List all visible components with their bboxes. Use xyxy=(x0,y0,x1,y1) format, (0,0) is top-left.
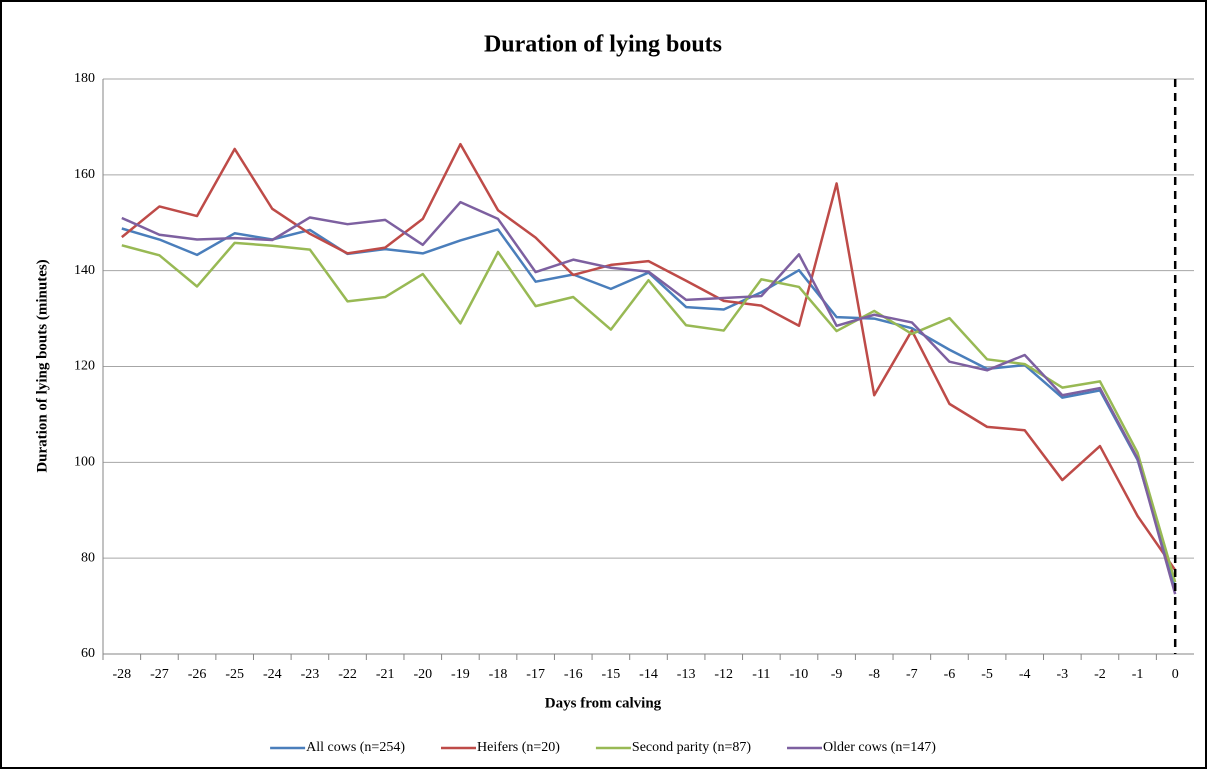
x-tick-label: -13 xyxy=(677,667,696,682)
x-tick-label: -18 xyxy=(489,667,508,682)
y-tick-label: 140 xyxy=(74,263,95,278)
x-tick-label: -4 xyxy=(1019,667,1031,682)
y-tick-label: 160 xyxy=(74,167,95,182)
x-tick-label: -25 xyxy=(225,667,244,682)
x-tick-label: -27 xyxy=(150,667,169,682)
x-tick-label: -23 xyxy=(301,667,320,682)
x-tick-label: -1 xyxy=(1132,667,1144,682)
x-tick-label: -17 xyxy=(526,667,545,682)
x-tick-label: 0 xyxy=(1172,667,1179,682)
x-tick-label: -6 xyxy=(944,667,956,682)
x-tick-label: -16 xyxy=(564,667,583,682)
y-tick-label: 120 xyxy=(74,359,95,374)
legend-label: Older cows (n=147) xyxy=(823,740,936,755)
x-tick-label: -19 xyxy=(451,667,470,682)
x-tick-label: -10 xyxy=(790,667,809,682)
y-tick-label: 100 xyxy=(74,455,95,470)
legend-label: All cows (n=254) xyxy=(306,740,405,755)
chart-title: Duration of lying bouts xyxy=(484,32,722,58)
x-tick-label: -14 xyxy=(639,667,658,682)
y-axis-title: Duration of lying bouts (minutes) xyxy=(34,259,50,472)
x-tick-label: -11 xyxy=(752,667,770,682)
x-tick-label: -5 xyxy=(981,667,993,682)
y-tick-label: 180 xyxy=(74,71,95,86)
x-tick-label: -7 xyxy=(906,667,918,682)
x-tick-label: -12 xyxy=(714,667,733,682)
x-tick-label: -26 xyxy=(188,667,207,682)
series-line xyxy=(121,241,1177,583)
x-tick-label: -2 xyxy=(1094,667,1106,682)
x-tick-label: -22 xyxy=(338,667,357,682)
y-tick-label: 80 xyxy=(81,550,95,565)
legend-label: Second parity (n=87) xyxy=(632,740,751,755)
x-tick-label: -3 xyxy=(1056,667,1068,682)
x-tick-label: -28 xyxy=(112,667,131,682)
x-tick-label: -8 xyxy=(868,667,880,682)
x-tick-label: -9 xyxy=(831,667,843,682)
legend: All cows (n=254) Heifers (n=20) Second par… xyxy=(270,740,936,755)
legend-label: Heifers (n=20) xyxy=(477,740,560,755)
x-tick-label: -24 xyxy=(263,667,282,682)
x-tick-label: -21 xyxy=(376,667,395,682)
x-tick-label: -15 xyxy=(602,667,621,682)
x-axis-title: Days from calving xyxy=(545,695,662,711)
x-tick-label: -20 xyxy=(413,667,432,682)
y-tick-label: 60 xyxy=(81,646,95,661)
series-line xyxy=(121,200,1177,595)
